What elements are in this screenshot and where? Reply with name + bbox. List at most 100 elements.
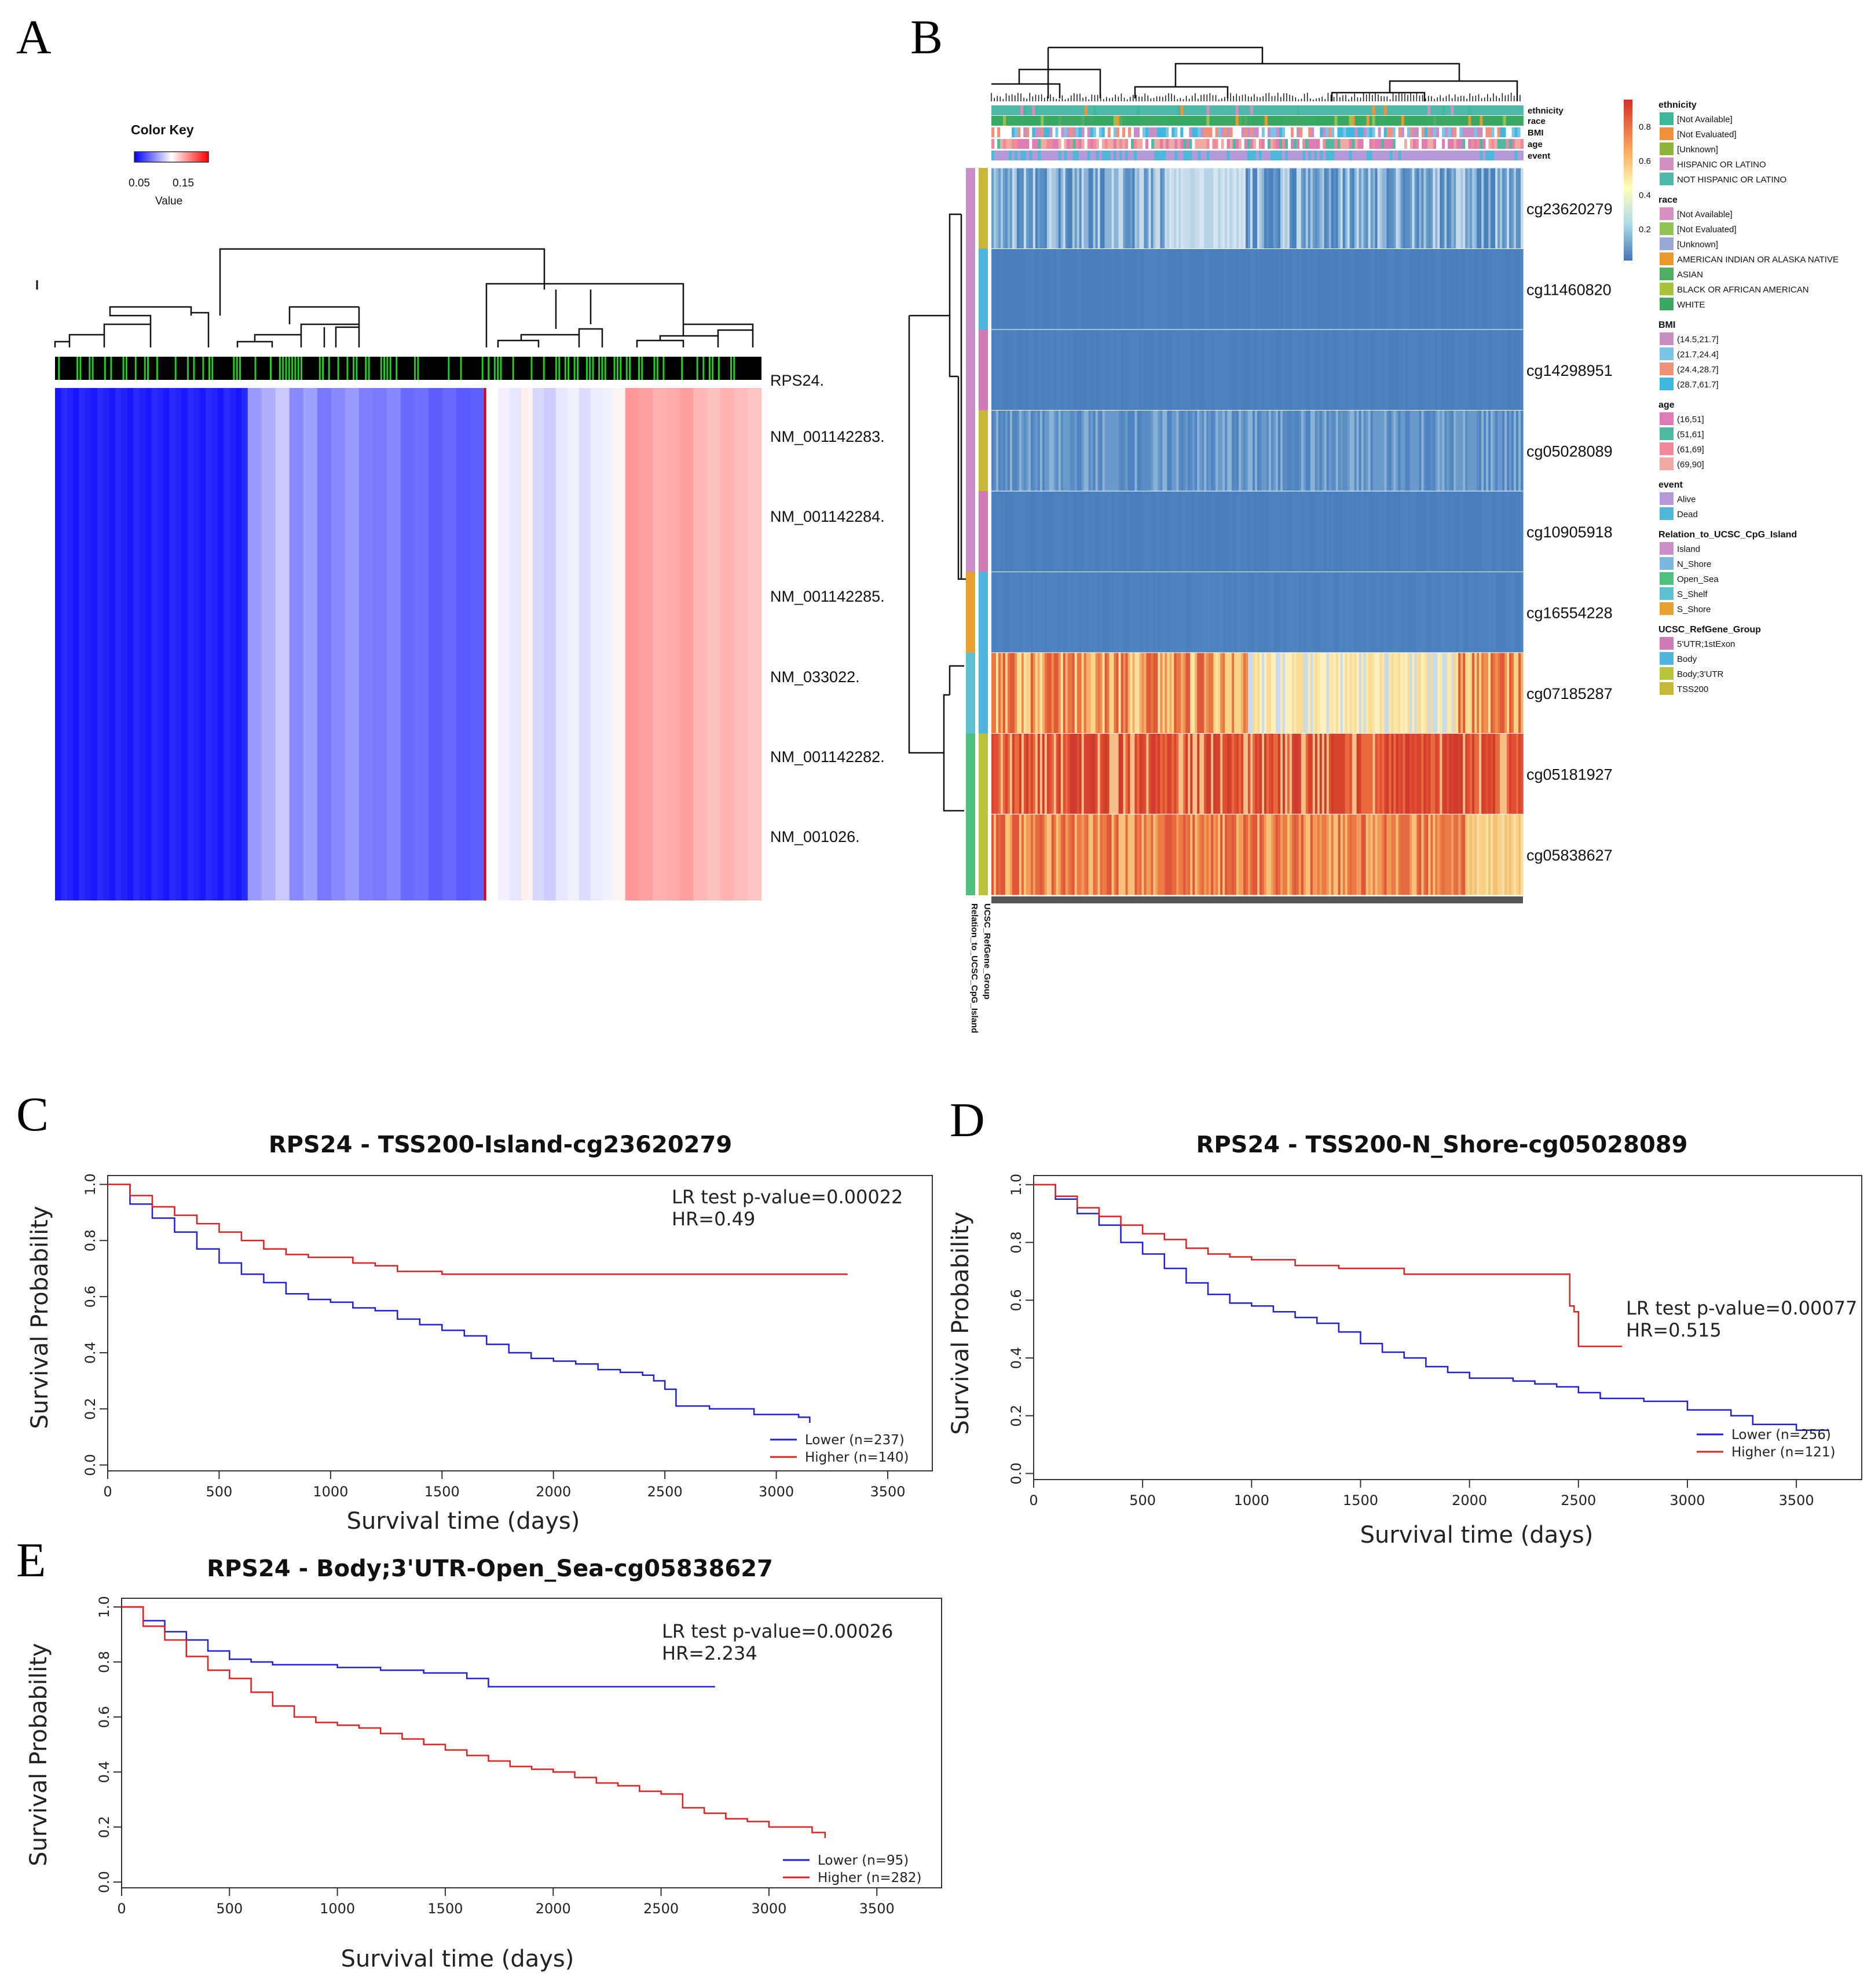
heatmap-b-cell xyxy=(1246,572,1248,653)
heatmap-b-cell xyxy=(1060,168,1064,249)
heatmap-b-cell xyxy=(1435,329,1438,411)
heatmap-b-cell xyxy=(1291,814,1295,895)
heatmap-b-cell xyxy=(1095,248,1099,329)
heatmap-b-cell xyxy=(1028,733,1031,814)
heatmap-b-cell xyxy=(1296,491,1299,572)
annotation-cell xyxy=(1482,116,1486,126)
heatmap-b-cell xyxy=(1171,248,1174,329)
heatmap-b-cell xyxy=(1518,410,1521,491)
heatmap-b-cell xyxy=(1009,814,1013,895)
heatmap-b-cell xyxy=(1178,733,1181,814)
heatmap-b-cell xyxy=(1032,168,1036,249)
heatmap-b-cell xyxy=(1416,733,1419,814)
heatmap-b-cell xyxy=(1248,814,1251,895)
heatmap-b-cell xyxy=(1030,168,1034,249)
heatmap-b-cell xyxy=(1197,329,1200,411)
annotation-cell xyxy=(1421,116,1425,126)
heatmap-b-cell xyxy=(1365,329,1369,411)
heatmap-b-cell xyxy=(1317,653,1320,734)
heatmap-b-cell xyxy=(1229,248,1232,329)
heatmap-b-cell xyxy=(1023,168,1027,249)
heatmap-b-cell xyxy=(1065,410,1068,491)
annotation-cell xyxy=(1235,116,1239,126)
heatmap-b-cell xyxy=(1504,733,1507,814)
annotation-cell xyxy=(1052,105,1056,115)
heatmap-b-cell xyxy=(1266,329,1269,411)
heatmap-b-cell xyxy=(1070,653,1073,734)
heatmap-b-cell xyxy=(1363,491,1367,572)
annotation-cell xyxy=(1099,139,1103,149)
y-tick-label: 0.0 xyxy=(82,1454,98,1476)
heatmap-b-cell xyxy=(1305,248,1309,329)
heatmap-b-cell xyxy=(1222,653,1225,734)
heatmap-b-cell xyxy=(1169,814,1172,895)
heatmap-b-cell xyxy=(1377,248,1381,329)
annotation-cell xyxy=(1084,139,1088,149)
heatmap-b-cell xyxy=(1514,653,1517,734)
heatmap-b-cell xyxy=(1160,814,1163,895)
heatmap-b-cell xyxy=(1400,410,1404,491)
annotation-cell xyxy=(1357,139,1361,149)
heatmap-b-cell xyxy=(1284,653,1288,734)
heatmap-b-cell xyxy=(1396,491,1399,572)
annotation-cell xyxy=(1297,127,1300,137)
heatmap-b-cell xyxy=(1250,248,1253,329)
heatmap-b-cell xyxy=(1287,491,1290,572)
heatmap-b-cell xyxy=(1220,248,1223,329)
heatmap-b-cell xyxy=(1093,572,1096,653)
heatmap-b-cell xyxy=(1275,814,1279,895)
heatmap-b-cell xyxy=(1102,248,1105,329)
annotation-cell xyxy=(1015,105,1018,115)
heatmap-b-cell xyxy=(1197,572,1200,653)
heatmap-b-cell xyxy=(1504,814,1507,895)
annotation-cell xyxy=(1226,116,1230,126)
annotation-cell xyxy=(1288,116,1291,126)
annotation-cell xyxy=(1157,116,1160,126)
heatmap-b-cell xyxy=(1331,410,1334,491)
annotation-cell xyxy=(1412,127,1416,137)
annotation-cell xyxy=(1224,127,1227,137)
annotation-cell xyxy=(1326,151,1329,160)
heatmap-b-cell xyxy=(1266,168,1269,249)
heatmap-b-cell xyxy=(1097,410,1101,491)
heatmap-b-cell xyxy=(1239,410,1242,491)
heatmap-b-cell xyxy=(1296,168,1299,249)
heatmap-b-cell xyxy=(1298,168,1302,249)
heatmap-b-cell xyxy=(1026,248,1029,329)
x-tick-label: 3000 xyxy=(1669,1492,1705,1509)
heatmap-b-cell xyxy=(1403,572,1406,653)
heatmap-b-cell xyxy=(1241,329,1244,411)
annotation-cell xyxy=(1090,127,1093,137)
heatmap-b-cell xyxy=(1361,733,1364,814)
annotation-cell xyxy=(1267,105,1271,115)
annotation-cell xyxy=(1029,139,1032,149)
annotation-cell xyxy=(1110,105,1114,115)
heatmap-b-cell xyxy=(1171,733,1174,814)
heatmap-b-cell xyxy=(1368,329,1371,411)
heatmap-b-cell xyxy=(1444,814,1447,895)
heatmap-b-cell xyxy=(1009,410,1013,491)
y-tick-label: 1.0 xyxy=(96,1596,112,1618)
heatmap-b-cell xyxy=(1100,329,1103,411)
annotation-cell xyxy=(1439,139,1442,149)
legend-b: ethnicity[Not Available][Not Evaluated][… xyxy=(1658,100,1839,695)
heatmap-b-cell xyxy=(1458,248,1461,329)
covariate-tick xyxy=(708,357,711,380)
heatmap-b-cell xyxy=(1412,733,1415,814)
heatmap-b-cell xyxy=(1174,168,1177,249)
heatmap-b-cell xyxy=(1253,653,1255,734)
legend-swatch xyxy=(1660,142,1674,155)
heatmap-b-cell xyxy=(1072,814,1075,895)
heatmap-b-cell xyxy=(1042,248,1045,329)
annotation-cell xyxy=(1122,139,1126,149)
heatmap-b-cell xyxy=(1051,410,1055,491)
annotation-cell xyxy=(1189,151,1192,160)
legend-item-label: (51,61] xyxy=(1677,430,1704,440)
heatmap-b-cell xyxy=(1114,572,1117,653)
heatmap-b-cell xyxy=(1319,733,1323,814)
heatmap-b-cell xyxy=(1291,168,1295,249)
annotation-cell xyxy=(1346,151,1349,160)
heatmap-b-cell xyxy=(1255,733,1258,814)
heatmap-b-cell xyxy=(1229,168,1232,249)
heatmap-a-col xyxy=(442,388,457,900)
